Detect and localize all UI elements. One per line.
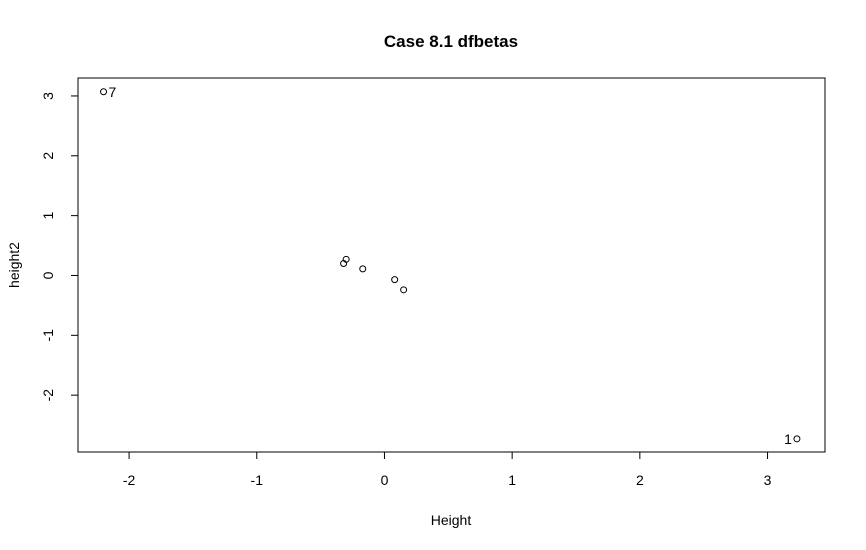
x-tick-label: 3	[764, 472, 772, 488]
plot-frame	[77, 77, 826, 453]
data-point	[391, 276, 399, 284]
data-point	[400, 286, 408, 294]
y-tick-label: 3	[40, 92, 56, 100]
data-point	[793, 435, 801, 443]
point-label: 7	[109, 84, 117, 100]
x-tick-label: 2	[636, 472, 644, 488]
x-axis-label: Height	[431, 512, 472, 528]
y-tick-label: -1	[40, 329, 56, 342]
data-point	[340, 260, 348, 268]
point-label: 1	[784, 431, 792, 447]
chart-title: Case 8.1 dfbetas	[384, 32, 518, 51]
x-tick-label: -1	[251, 472, 264, 488]
y-axis-label: height2	[6, 242, 22, 288]
y-axis: -2 -1 0 1 2 3	[40, 92, 79, 402]
data-point	[100, 88, 108, 96]
data-point	[359, 265, 367, 273]
x-tick-label: 1	[508, 472, 516, 488]
y-tick-label: 2	[40, 152, 56, 160]
x-tick-label: 0	[381, 472, 389, 488]
y-tick-label: 0	[40, 271, 56, 279]
y-tick-label: -2	[40, 389, 56, 402]
x-tick-label: -2	[123, 472, 136, 488]
y-tick-label: 1	[40, 212, 56, 220]
data-points: 71	[100, 84, 801, 447]
x-axis: -2 -1 0 1 2 3	[123, 451, 772, 488]
